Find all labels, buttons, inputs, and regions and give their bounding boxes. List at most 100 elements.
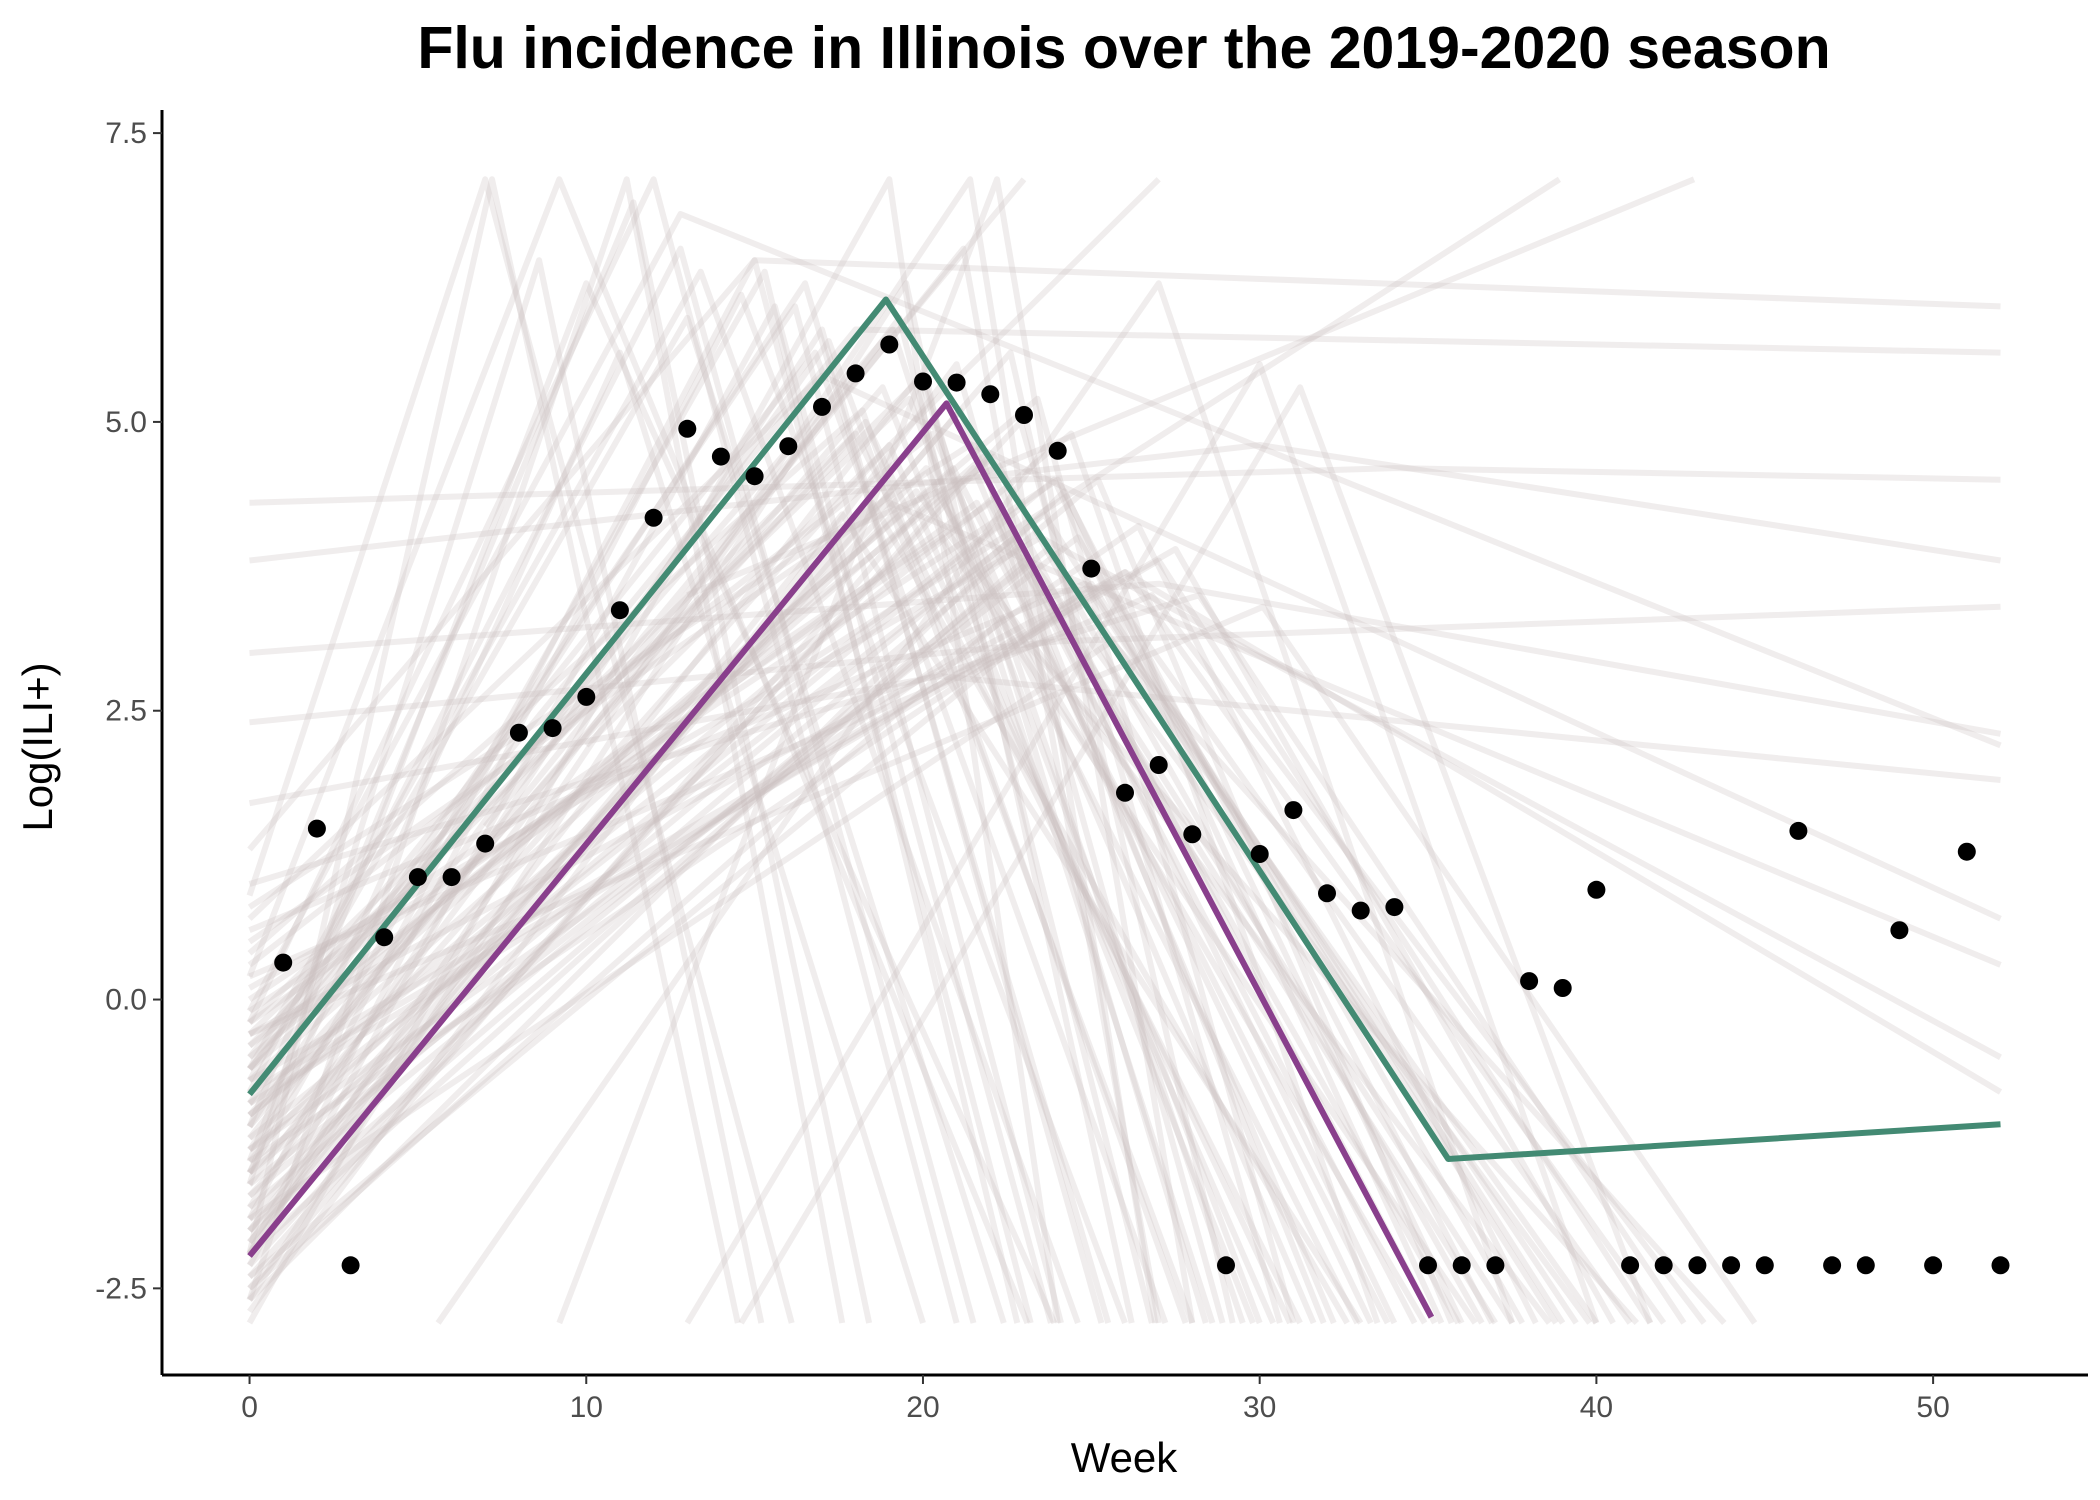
observed-point-week-5 <box>408 868 427 887</box>
observed-point-week-35 <box>1419 1256 1437 1275</box>
observed-point-week-32 <box>1318 884 1336 903</box>
observed-point-week-30 <box>1250 845 1269 863</box>
observed-point-week-14 <box>711 447 730 466</box>
observed-point-week-23 <box>1015 406 1033 424</box>
sample-trajectory-25 <box>247 615 1640 1326</box>
sample-trajectory-70 <box>246 176 795 1324</box>
sample-trajectory-81 <box>249 580 2002 737</box>
sample-trajectory-77 <box>684 361 1600 1325</box>
sample-trajectories <box>246 176 2003 1326</box>
x-tick-label-0: 0 <box>241 1391 258 1424</box>
observed-point-week-19 <box>880 335 899 354</box>
observed-point-week-11 <box>610 601 629 620</box>
sample-trajectory-78 <box>738 384 1654 1325</box>
sample-trajectory-35 <box>247 349 1169 1325</box>
observed-point-week-47 <box>1823 1256 1842 1275</box>
y-tick-label-4: 7.5 <box>105 117 147 150</box>
observed-point-week-51 <box>1957 842 1976 861</box>
x-tick-label-5: 50 <box>1916 1391 1949 1424</box>
sample-trajectory-86 <box>248 569 2003 1095</box>
sample-trajectory-19 <box>247 476 1455 1325</box>
observed-point-week-50 <box>1924 1256 1943 1275</box>
sample-trajectory-22 <box>247 522 1539 1325</box>
sample-trajectory-5 <box>246 176 1031 1325</box>
sample-trajectory-57 <box>247 499 1374 1325</box>
sample-trajectory-96 <box>246 314 1007 1324</box>
sample-trajectory-9 <box>246 280 1135 1324</box>
sample-trajectory-15 <box>247 395 1297 1324</box>
observed-point-week-33 <box>1351 901 1370 920</box>
fit-line-purple <box>247 400 1435 1319</box>
sample-trajectory-60 <box>248 592 1707 1325</box>
sample-trajectory-29 <box>247 488 1552 1325</box>
sample-trajectory-63 <box>247 488 1428 1325</box>
sample-trajectory-52 <box>247 488 1465 1325</box>
observed-point-week-41 <box>1621 1256 1640 1275</box>
observed-point-week-49 <box>1890 921 1909 940</box>
sample-trajectory-91 <box>803 176 1562 668</box>
observed-point-week-36 <box>1452 1256 1471 1275</box>
observed-point-week-8 <box>509 723 528 742</box>
sample-trajectory-93 <box>584 177 1161 748</box>
observed-points <box>274 335 2010 1275</box>
sample-trajectory-89 <box>247 257 2001 852</box>
sample-trajectory-18 <box>247 499 1418 1325</box>
sample-trajectory-58 <box>246 280 1112 1324</box>
observed-point-week-37 <box>1486 1256 1505 1275</box>
sample-trajectory-4 <box>246 176 846 1324</box>
sample-trajectory-94 <box>482 177 1027 829</box>
observed-point-week-38 <box>1520 972 1539 991</box>
sample-trajectory-84 <box>247 499 2002 968</box>
sample-trajectory-95 <box>246 257 1034 1324</box>
observed-point-week-34 <box>1385 898 1404 917</box>
sample-trajectory-1 <box>246 257 765 1324</box>
observed-point-week-1 <box>274 953 293 972</box>
observed-point-week-15 <box>745 467 764 486</box>
x-tick-label-4: 40 <box>1580 1391 1613 1424</box>
sample-trajectory-90 <box>247 326 2001 1071</box>
sample-trajectory-76 <box>435 280 1516 1325</box>
observed-point-week-24 <box>1048 441 1067 460</box>
fitted-curves <box>247 296 2001 1319</box>
sample-trajectory-71 <box>246 176 960 1324</box>
observed-point-week-6 <box>442 868 461 887</box>
sample-trajectory-28 <box>248 603 1758 1325</box>
observed-point-week-39 <box>1553 979 1572 997</box>
observed-point-week-10 <box>577 687 596 706</box>
x-tick-label-3: 30 <box>1243 1391 1276 1424</box>
sample-trajectory-55 <box>247 534 1461 1325</box>
chart-title: Flu incidence in Illinois over the 2019-… <box>417 15 1830 81</box>
observed-point-week-3 <box>341 1256 360 1275</box>
sample-trajectory-62 <box>247 580 1633 1325</box>
sample-trajectory-12 <box>247 407 1189 1325</box>
observed-point-week-22 <box>981 385 1000 404</box>
observed-point-week-12 <box>644 508 663 527</box>
observed-point-week-29 <box>1217 1256 1235 1275</box>
sample-trajectory-48 <box>246 268 1081 1325</box>
x-tick-label-1: 10 <box>570 1391 603 1424</box>
sample-trajectory-26 <box>248 592 1687 1325</box>
y-axis-label: Log(ILI+) <box>14 662 61 831</box>
observed-point-week-26 <box>1116 783 1134 802</box>
sample-trajectory-47 <box>246 291 1128 1325</box>
axes: 0 10 20 30 40 50 -2.5 0.0 2.5 5.0 7.5 <box>95 110 2088 1424</box>
sample-trajectory-74 <box>247 176 1159 1324</box>
sample-trajectory-38 <box>247 476 1495 1325</box>
sample-trajectory-31 <box>247 511 1364 1325</box>
sample-trajectory-39 <box>247 569 1667 1325</box>
y-tick-label-3: 5.0 <box>105 406 147 439</box>
observed-point-week-2 <box>307 819 326 838</box>
x-axis-label: Week <box>1071 1434 1179 1481</box>
observed-point-week-20 <box>914 372 932 391</box>
observed-point-week-43 <box>1688 1256 1707 1275</box>
y-tick-label-2: 2.5 <box>105 695 147 728</box>
sample-trajectory-16 <box>247 465 1337 1325</box>
y-tick-label-1: 0.0 <box>105 984 147 1017</box>
observed-point-week-27 <box>1149 756 1168 774</box>
sample-trajectory-8 <box>246 326 1105 1324</box>
observed-point-week-9 <box>543 719 562 738</box>
sample-trajectory-14 <box>247 442 1276 1325</box>
sample-trajectory-92 <box>686 176 1696 598</box>
